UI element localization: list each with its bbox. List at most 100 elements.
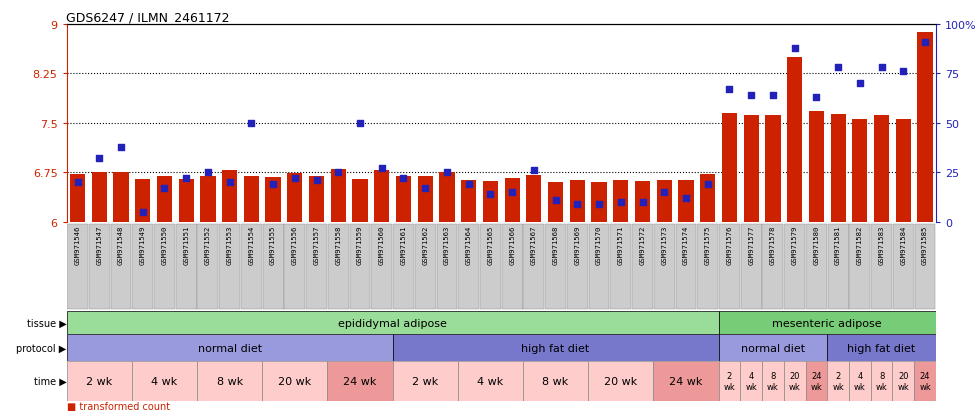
FancyBboxPatch shape xyxy=(806,224,827,309)
Bar xyxy=(197,361,263,401)
Text: tissue ▶: tissue ▶ xyxy=(26,318,67,328)
Bar xyxy=(808,112,824,222)
FancyBboxPatch shape xyxy=(175,224,197,309)
Point xyxy=(852,81,867,87)
Bar xyxy=(132,361,197,401)
Text: 2 wk: 2 wk xyxy=(412,376,438,386)
Point xyxy=(721,87,737,93)
Bar xyxy=(135,179,150,222)
Text: GSM971579: GSM971579 xyxy=(792,225,798,264)
Bar xyxy=(483,181,498,222)
FancyBboxPatch shape xyxy=(545,224,566,309)
Text: 8 wk: 8 wk xyxy=(543,376,568,386)
Point xyxy=(591,201,607,208)
Bar xyxy=(870,361,893,401)
Bar xyxy=(200,176,216,222)
FancyBboxPatch shape xyxy=(589,224,610,309)
Point xyxy=(635,199,651,206)
Point xyxy=(330,170,346,176)
FancyBboxPatch shape xyxy=(415,224,436,309)
Bar xyxy=(787,58,803,222)
FancyBboxPatch shape xyxy=(719,224,740,309)
Text: 4
wk: 4 wk xyxy=(746,371,758,391)
Bar xyxy=(806,361,827,401)
Text: GSM971573: GSM971573 xyxy=(662,225,667,264)
Text: high fat diet: high fat diet xyxy=(848,343,915,353)
FancyBboxPatch shape xyxy=(371,224,392,309)
Text: GSM971549: GSM971549 xyxy=(140,225,146,264)
Point xyxy=(700,181,715,188)
Bar xyxy=(874,116,889,222)
Point xyxy=(135,209,151,216)
Point xyxy=(243,120,259,127)
Point xyxy=(374,166,390,172)
Text: GSM971550: GSM971550 xyxy=(162,225,168,264)
Bar xyxy=(718,361,740,401)
Text: GSM971580: GSM971580 xyxy=(813,225,819,264)
Point xyxy=(548,197,564,204)
Text: GSM971559: GSM971559 xyxy=(357,225,363,264)
Text: epididymal adipose: epididymal adipose xyxy=(338,318,447,328)
Text: mesenteric adipose: mesenteric adipose xyxy=(772,318,882,328)
Bar xyxy=(374,170,389,222)
FancyBboxPatch shape xyxy=(67,224,88,309)
Text: GSM971585: GSM971585 xyxy=(922,225,928,264)
Text: 2
wk: 2 wk xyxy=(723,371,735,391)
Bar xyxy=(417,177,433,222)
FancyBboxPatch shape xyxy=(654,224,674,309)
Bar xyxy=(830,115,846,222)
Bar xyxy=(722,114,737,222)
Point xyxy=(896,69,911,76)
Bar xyxy=(718,311,936,335)
Bar xyxy=(784,361,806,401)
Point xyxy=(91,156,107,162)
Text: 8
wk: 8 wk xyxy=(767,371,779,391)
FancyBboxPatch shape xyxy=(914,224,936,309)
Text: GSM971576: GSM971576 xyxy=(726,225,732,264)
Bar xyxy=(592,183,607,222)
Text: 24
wk: 24 wk xyxy=(810,371,822,391)
Point xyxy=(266,181,281,188)
Bar xyxy=(178,179,194,222)
Text: 8
wk: 8 wk xyxy=(876,371,888,391)
FancyBboxPatch shape xyxy=(523,224,544,309)
Text: GSM971578: GSM971578 xyxy=(770,225,776,264)
Text: 20 wk: 20 wk xyxy=(278,376,312,386)
Bar xyxy=(523,361,588,401)
Text: high fat diet: high fat diet xyxy=(521,343,590,353)
Text: GSM971568: GSM971568 xyxy=(553,225,559,264)
Text: GSM971570: GSM971570 xyxy=(596,225,602,264)
Point xyxy=(396,176,412,182)
Text: 20
wk: 20 wk xyxy=(789,371,801,391)
Text: time ▶: time ▶ xyxy=(34,376,67,386)
FancyBboxPatch shape xyxy=(89,224,110,309)
Bar xyxy=(914,361,936,401)
Point xyxy=(417,185,433,192)
Text: GSM971555: GSM971555 xyxy=(270,225,276,264)
FancyBboxPatch shape xyxy=(263,224,283,309)
Text: GDS6247 / ILMN_2461172: GDS6247 / ILMN_2461172 xyxy=(66,11,229,24)
Bar xyxy=(353,179,368,222)
FancyBboxPatch shape xyxy=(220,224,240,309)
Point xyxy=(200,170,216,176)
Text: GSM971583: GSM971583 xyxy=(879,225,885,264)
Text: GSM971553: GSM971553 xyxy=(226,225,232,264)
Bar xyxy=(526,176,542,222)
Point xyxy=(765,93,781,99)
Text: 2
wk: 2 wk xyxy=(832,371,844,391)
Text: GSM971561: GSM971561 xyxy=(401,225,407,264)
FancyBboxPatch shape xyxy=(154,224,174,309)
Point xyxy=(221,179,237,186)
FancyBboxPatch shape xyxy=(675,224,697,309)
Point xyxy=(808,95,824,101)
FancyBboxPatch shape xyxy=(698,224,718,309)
Text: 4
wk: 4 wk xyxy=(854,371,865,391)
Bar xyxy=(548,183,564,222)
FancyBboxPatch shape xyxy=(893,224,913,309)
FancyBboxPatch shape xyxy=(350,224,370,309)
Bar xyxy=(917,33,933,222)
Point xyxy=(482,191,498,198)
Bar xyxy=(330,170,346,222)
Bar xyxy=(393,335,718,361)
FancyBboxPatch shape xyxy=(871,224,892,309)
